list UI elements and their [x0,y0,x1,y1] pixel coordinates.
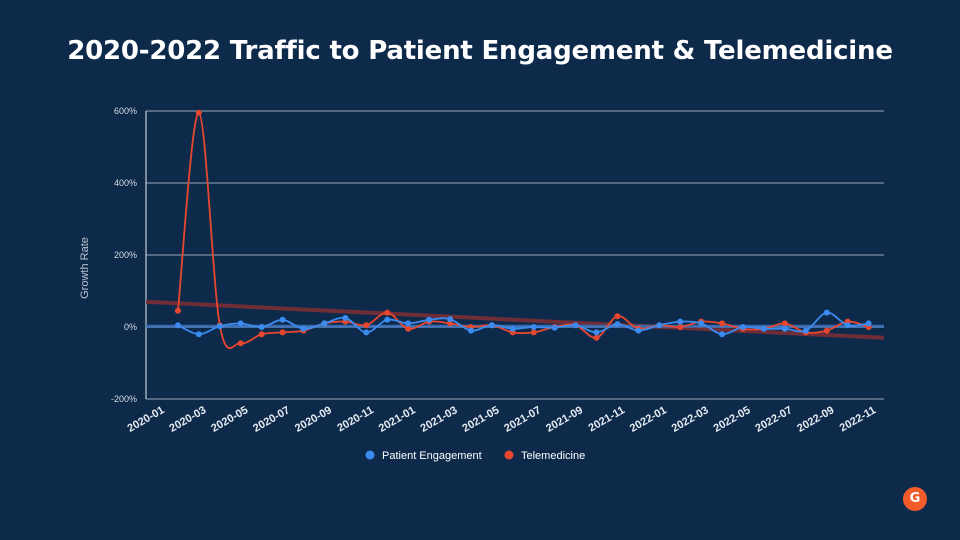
data-point-patient-engagement [844,322,851,329]
data-point-patient-engagement [740,324,747,330]
data-point-telemedicine [781,320,788,327]
y-tick-label: 0% [124,322,137,332]
data-point-patient-engagement [719,331,726,338]
x-tick-label: 2021-11 [587,404,627,434]
x-tick-label: 2020-11 [335,404,375,434]
x-tick-label: 2022-01 [628,404,669,435]
trendline-telemedicine [145,299,885,340]
trend-lines [145,299,885,340]
x-tick-label: 2021-03 [419,404,460,435]
data-point-telemedicine [823,327,830,334]
series-line-patient-engagement [177,311,869,336]
data-point-patient-engagement [426,316,433,323]
data-point-telemedicine [237,340,244,347]
legend: Patient Engagement Telemedicine [365,450,585,462]
data-point-patient-engagement [300,325,307,332]
x-tick-label: 2021-09 [544,404,585,435]
y-tick-label: 400% [114,178,137,188]
data-point-patient-engagement [593,329,600,336]
data-point-telemedicine [258,331,265,338]
x-tick-label: 2022-09 [795,404,836,435]
data-point-patient-engagement [467,327,474,334]
y-axis-label: Growth Rate [79,237,91,299]
data-point-patient-engagement [551,324,558,331]
x-tick-label: 2021-05 [460,404,501,435]
x-tick-label: 2020-05 [209,404,250,435]
data-point-telemedicine [614,313,621,320]
data-point-telemedicine [719,320,726,327]
data-point-patient-engagement [488,322,495,329]
data-point-patient-engagement [656,322,663,329]
x-tick-label: 2020-01 [126,404,167,435]
x-tick-label: 2022-05 [712,404,753,435]
data-point-telemedicine [405,325,412,332]
data-point-telemedicine [593,334,600,341]
x-tick-label: 2021-01 [377,404,418,435]
data-point-telemedicine [530,329,537,336]
data-point-patient-engagement [174,322,181,329]
g2-logo: G [903,487,927,511]
data-point-patient-engagement [321,320,328,327]
data-point-telemedicine [384,309,391,316]
data-point-patient-engagement [572,322,579,329]
data-point-patient-engagement [760,325,767,332]
x-tick-labels: 2020-01 2020-03 2020-05 2020-07 2020-09 2020-… [126,404,879,435]
data-point-patient-engagement [279,316,286,323]
data-point-patient-engagement [823,309,830,316]
data-point-patient-engagement [447,316,454,323]
data-point-patient-engagement [781,325,788,332]
data-point-patient-engagement [384,316,391,323]
data-point-patient-engagement [509,325,516,332]
legend-marker-patient-engagement [365,450,375,460]
data-point-patient-engagement [635,327,642,334]
data-point-patient-engagement [342,315,349,321]
data-point-patient-engagement [614,321,621,328]
data-point-patient-engagement [258,324,265,330]
x-tick-label: 2020-03 [167,404,208,435]
data-point-patient-engagement [865,320,872,327]
data-point-patient-engagement [216,323,223,330]
data-point-patient-engagement [530,324,537,330]
y-tick-label: 200% [114,250,137,260]
data-point-telemedicine [279,329,286,336]
data-point-telemedicine [447,320,454,327]
x-tick-label: 2020-09 [293,404,334,435]
x-tick-label: 2020-07 [251,404,292,435]
data-point-patient-engagement [405,320,412,327]
x-tick-label: 2021-07 [502,404,543,435]
x-tick-label: 2022-07 [753,404,794,435]
data-point-telemedicine [195,109,202,116]
legend-label-telemedicine: Telemedicine [521,450,585,462]
legend-label-patient-engagement: Patient Engagement [382,450,482,462]
data-point-telemedicine [363,322,370,329]
x-tick-label: 2022-11 [838,404,878,434]
data-point-patient-engagement [363,329,370,336]
grid-lines [145,110,884,400]
x-tick-label: 2022-03 [670,404,711,435]
y-tick-label: -200% [111,394,137,404]
y-tick-label: 600% [114,106,137,116]
y-tick-labels: -200% 0% 200% 400% 600% [111,106,137,404]
chart-title: 2020-2022 Traffic to Patient Engagement … [67,36,893,66]
series-line-telemedicine [177,111,869,349]
legend-marker-telemedicine [504,450,514,460]
data-point-telemedicine [174,307,181,314]
data-point-patient-engagement [802,327,809,334]
data-point-patient-engagement [677,318,684,325]
data-point-patient-engagement [195,331,202,338]
data-point-patient-engagement [698,320,705,327]
data-point-patient-engagement [237,320,244,327]
data-point-telemedicine [677,324,684,330]
series-layer [174,109,872,349]
